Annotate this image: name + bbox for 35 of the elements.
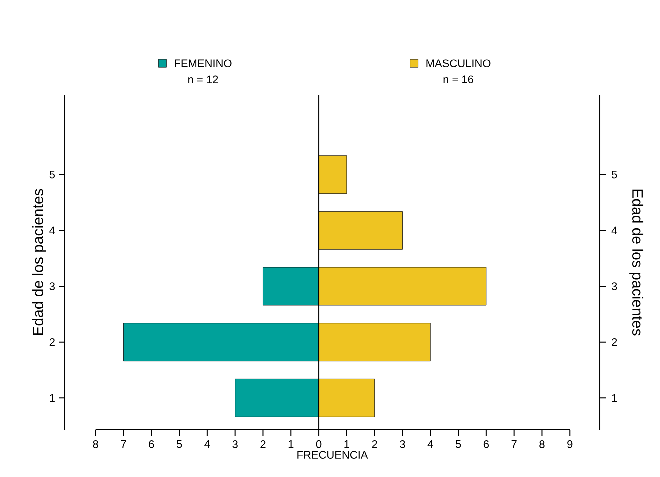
- x-tick-label: 3: [400, 440, 406, 448]
- x-tick-label: 8: [540, 440, 545, 448]
- y-tick-label: 3: [50, 282, 55, 290]
- y-tick-label: 1: [50, 394, 55, 402]
- x-tick-label: 8: [93, 440, 98, 448]
- x-tick-label: 5: [176, 440, 182, 448]
- y2-axis-title: Edad de los pacientes: [630, 190, 644, 336]
- x-tick-label: 4: [204, 440, 210, 448]
- text: n = 16: [444, 76, 474, 84]
- legend-label: FEMENINO: [175, 60, 232, 68]
- x-tick-label: 9: [568, 440, 573, 448]
- x-tick-label: 2: [372, 440, 378, 448]
- y-axis-title: Edad de los pacientes: [32, 189, 46, 336]
- y-tick-label: 5: [50, 171, 55, 179]
- text: n = 12: [188, 76, 218, 84]
- x-tick-label: 2: [260, 440, 266, 448]
- category-label: 5: [612, 171, 618, 179]
- x-tick-label: 7: [512, 440, 517, 448]
- y-tick-label: 4: [50, 226, 56, 234]
- x-tick-label: 1: [344, 440, 350, 448]
- x-tick-label: 1: [288, 440, 294, 448]
- category-label: 1: [612, 394, 618, 402]
- y-tick-label: 2: [50, 338, 55, 346]
- x-axis-title: FRECUENCIA: [298, 451, 368, 459]
- x-tick-label: 5: [456, 440, 462, 448]
- x-tick-label: 6: [149, 440, 154, 448]
- x-tick-label: 7: [121, 440, 126, 448]
- legend-label: MASCULINO: [426, 60, 491, 68]
- x-tick-label: 4: [428, 440, 434, 448]
- category-label: 4: [612, 226, 618, 234]
- x-tick-label: 0: [316, 440, 322, 448]
- category-label: 3: [612, 282, 618, 290]
- category-label: 2: [612, 338, 618, 346]
- x-tick-label: 6: [484, 440, 489, 448]
- x-tick-label: 3: [232, 440, 238, 448]
